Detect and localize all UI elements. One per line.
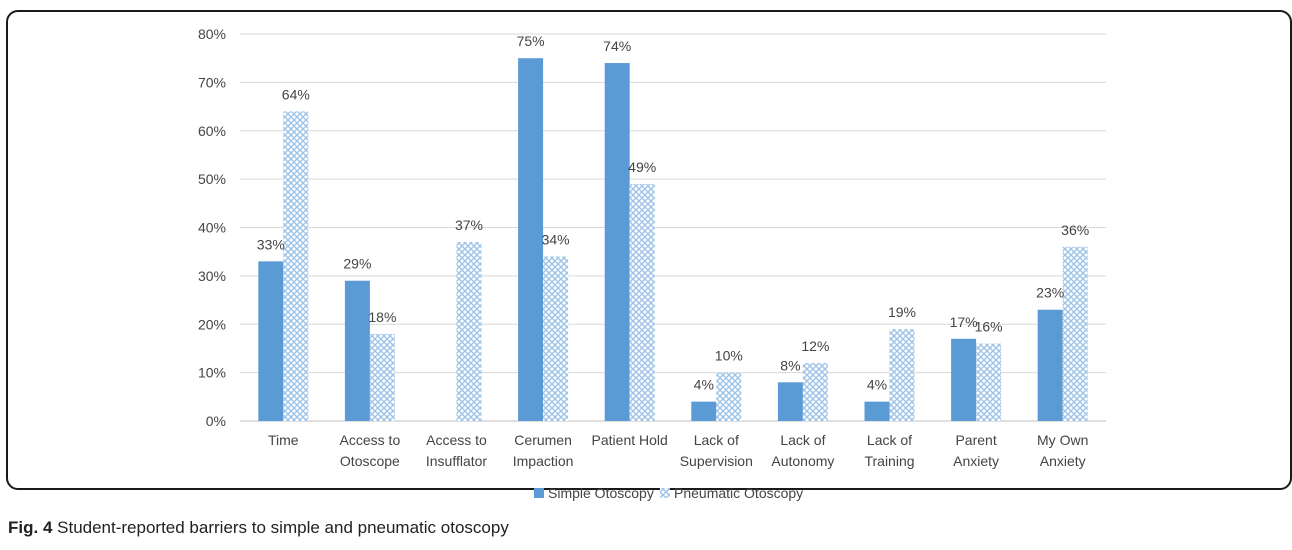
data-label: 49% (628, 159, 656, 175)
x-tick-label: Otoscope (340, 453, 400, 469)
y-tick-label: 50% (198, 171, 226, 187)
x-tick-label: Training (864, 453, 914, 469)
bar-pneumatic-otoscopy (543, 256, 569, 421)
bar-simple-otoscopy (1037, 309, 1063, 421)
data-label: 36% (1061, 222, 1089, 238)
data-label: 4% (867, 377, 887, 393)
bar-pneumatic-otoscopy (802, 362, 828, 421)
figure-caption: Fig. 4 Student-reported barriers to simp… (8, 518, 509, 538)
axes: 0% 10% 20% 30% 40% 50% 60% 70% 80% Time Access to O… (198, 26, 1088, 469)
bar-simple-otoscopy (604, 63, 630, 422)
y-tick-label: 30% (198, 268, 226, 284)
x-tick-label: Parent (955, 432, 996, 448)
data-label: 37% (455, 217, 483, 233)
x-tick-label: Time (268, 432, 299, 448)
data-label: 23% (1036, 285, 1064, 301)
bar-pneumatic-otoscopy (1062, 246, 1088, 421)
legend-swatch (660, 488, 670, 498)
y-tick-label: 10% (198, 365, 226, 381)
y-tick-label: 0% (206, 413, 226, 429)
bar-pneumatic-otoscopy (976, 343, 1002, 421)
data-label: 33% (257, 236, 285, 252)
x-tick-label: Access to (426, 432, 487, 448)
data-label: 34% (542, 232, 570, 248)
legend: Simple Otoscopy Pneumatic Otoscopy (534, 485, 803, 501)
data-label: 74% (603, 38, 631, 54)
x-tick-label: Anxiety (1040, 453, 1086, 469)
x-tick-label: Access to (340, 432, 401, 448)
x-tick-label: Patient Hold (592, 432, 668, 448)
x-tick-label: Insufflator (426, 453, 488, 469)
data-label: 75% (517, 33, 545, 49)
bar-pneumatic-otoscopy (456, 242, 482, 421)
x-tick-label: Cerumen (514, 432, 572, 448)
bar-simple-otoscopy (864, 401, 890, 421)
x-tick-label: Supervision (680, 453, 753, 469)
legend-label: Simple Otoscopy (548, 485, 654, 501)
bar-simple-otoscopy (951, 338, 977, 421)
y-tick-label: 80% (198, 26, 226, 42)
bar-simple-otoscopy (344, 280, 370, 421)
y-tick-label: 20% (198, 316, 226, 332)
bar-pneumatic-otoscopy (369, 333, 395, 421)
bar-pneumatic-otoscopy (283, 111, 309, 422)
x-tick-label: Autonomy (771, 453, 834, 469)
data-label: 64% (282, 86, 310, 102)
bar-simple-otoscopy (258, 261, 284, 421)
y-tick-label: 40% (198, 220, 226, 236)
bar-simple-otoscopy (777, 382, 803, 421)
data-label: 4% (694, 377, 714, 393)
x-tick-label: My Own (1037, 432, 1088, 448)
legend-label: Pneumatic Otoscopy (674, 485, 803, 501)
caption-text: Student-reported barriers to simple and … (52, 518, 509, 537)
data-label: 16% (975, 319, 1003, 335)
bars (258, 58, 1088, 422)
data-label: 29% (343, 256, 371, 272)
bar-pneumatic-otoscopy (889, 329, 915, 421)
caption-label: Fig. 4 (8, 518, 53, 537)
bar-pneumatic-otoscopy (716, 372, 742, 421)
data-label: 8% (780, 357, 800, 373)
bar-simple-otoscopy (691, 401, 717, 421)
data-labels: 33%64%29%18%37%75%34%74%49%4%10%8%12%4%1… (257, 33, 1089, 392)
x-tick-label: Anxiety (953, 453, 999, 469)
data-label: 18% (368, 309, 396, 325)
figure-frame (6, 10, 1292, 490)
y-tick-label: 70% (198, 74, 226, 90)
data-label: 10% (715, 348, 743, 364)
legend-swatch (534, 488, 544, 498)
data-label: 17% (950, 314, 978, 330)
bar-pneumatic-otoscopy (629, 183, 655, 421)
data-label: 19% (888, 304, 916, 320)
x-tick-label: Lack of (694, 432, 739, 448)
x-tick-label: Lack of (780, 432, 825, 448)
bar-simple-otoscopy (518, 58, 544, 421)
y-tick-label: 60% (198, 123, 226, 139)
x-tick-label: Impaction (513, 453, 574, 469)
x-tick-label: Lack of (867, 432, 912, 448)
data-label: 12% (801, 338, 829, 354)
